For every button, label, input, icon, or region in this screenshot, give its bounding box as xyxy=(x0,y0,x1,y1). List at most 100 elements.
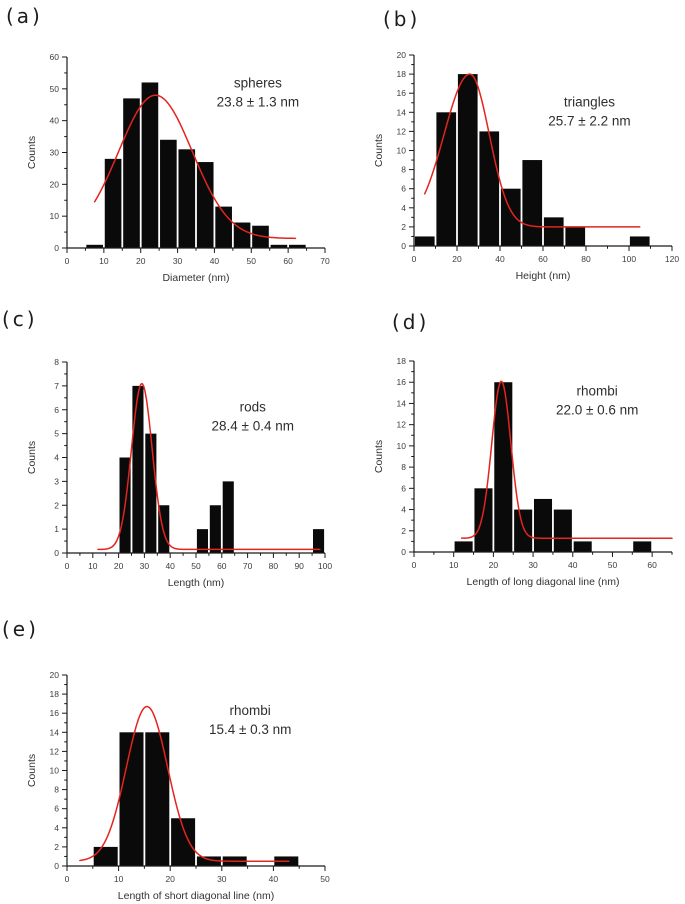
histogram-bar xyxy=(119,732,144,866)
x-tick-label: 30 xyxy=(217,874,227,884)
histogram-bar xyxy=(629,236,650,246)
y-axis-title: Counts xyxy=(26,136,38,169)
y-tick-label: 1 xyxy=(54,524,59,534)
x-tick-label: 20 xyxy=(165,874,175,884)
y-tick-label: 4 xyxy=(54,453,59,463)
y-tick-label: 6 xyxy=(54,405,59,415)
x-tick-label: 90 xyxy=(294,561,304,571)
y-tick-label: 10 xyxy=(397,146,407,156)
y-tick-label: 10 xyxy=(397,441,407,451)
histogram-triangles-height: 0 20 40 60 80 100 120 0 2 4 6 8 10 12 14 16 18 20 Height (… xyxy=(373,50,679,282)
y-tick-label: 0 xyxy=(54,548,59,558)
histogram-bar xyxy=(196,162,214,248)
histogram-bar xyxy=(522,160,543,246)
histogram-bar xyxy=(86,244,103,248)
panel-label-e: (e) xyxy=(2,617,39,641)
annotation-mean-size: 22.0 ± 0.6 nm xyxy=(556,402,638,417)
fit-curve xyxy=(79,705,290,862)
x-tick-label: 100 xyxy=(318,561,332,571)
histogram-bar xyxy=(160,139,177,248)
histogram-bar xyxy=(494,382,513,552)
y-tick-label: 2 xyxy=(54,842,59,852)
y-tick-label: 18 xyxy=(397,356,407,366)
y-tick-label: 2 xyxy=(401,222,406,232)
x-tick-label: 10 xyxy=(449,560,459,570)
annotation-shape-name: rhombi xyxy=(230,703,271,718)
y-tick-label: 10 xyxy=(50,766,60,776)
histogram-bar xyxy=(289,244,306,248)
y-tick-label: 18 xyxy=(397,69,407,79)
x-axis-title: Diameter (nm) xyxy=(162,272,229,284)
annotation-mean-size: 15.4 ± 0.3 nm xyxy=(209,722,291,737)
y-tick-label: 12 xyxy=(397,420,407,430)
y-tick-label: 50 xyxy=(50,84,60,94)
y-tick-label: 20 xyxy=(50,670,60,680)
histogram-bar xyxy=(196,529,208,554)
histogram-bar xyxy=(573,541,592,552)
histogram-bar xyxy=(104,158,122,248)
histogram-bar xyxy=(500,188,521,246)
y-tick-label: 16 xyxy=(397,377,407,387)
histogram-bar xyxy=(553,509,572,552)
histogram-bar xyxy=(633,541,652,552)
y-tick-label: 8 xyxy=(401,165,406,175)
histogram-bar xyxy=(270,244,288,248)
x-tick-label: 0 xyxy=(65,874,70,884)
x-tick-label: 0 xyxy=(412,560,417,570)
x-tick-label: 40 xyxy=(568,560,578,570)
x-tick-label: 40 xyxy=(495,254,505,264)
y-tick-label: 8 xyxy=(54,357,59,367)
x-tick-label: 20 xyxy=(114,561,124,571)
histogram-bar xyxy=(123,98,140,248)
histogram-bar xyxy=(533,498,553,552)
x-tick-label: 100 xyxy=(622,254,636,264)
y-tick-label: 18 xyxy=(50,689,60,699)
x-tick-label: 60 xyxy=(283,256,293,266)
histogram-bar xyxy=(479,131,500,246)
histogram-bar xyxy=(196,856,221,866)
histogram-bar xyxy=(141,82,159,248)
y-tick-label: 60 xyxy=(50,52,60,62)
annotation-shape-name: spheres xyxy=(234,76,282,91)
fit-curve xyxy=(93,94,297,240)
y-axis-title: Counts xyxy=(26,754,38,787)
x-tick-label: 50 xyxy=(247,256,257,266)
x-tick-label: 0 xyxy=(65,256,70,266)
histogram-bar xyxy=(93,846,118,866)
y-tick-label: 4 xyxy=(401,203,406,213)
x-tick-label: 10 xyxy=(88,561,98,571)
x-tick-label: 30 xyxy=(528,560,538,570)
annotation-shape-name: triangles xyxy=(564,95,615,110)
x-tick-label: 20 xyxy=(489,560,499,570)
x-tick-label: 20 xyxy=(452,254,462,264)
y-tick-label: 5 xyxy=(54,429,59,439)
y-tick-label: 14 xyxy=(397,398,407,408)
histogram-bar xyxy=(252,225,269,248)
y-tick-label: 8 xyxy=(401,462,406,472)
y-tick-label: 8 xyxy=(54,785,59,795)
y-tick-label: 3 xyxy=(54,476,59,486)
histogram-bar xyxy=(454,541,473,552)
x-tick-label: 50 xyxy=(608,560,618,570)
histogram-bar xyxy=(436,112,457,246)
histogram-bar xyxy=(474,488,493,552)
x-tick-label: 40 xyxy=(269,874,279,884)
y-tick-label: 4 xyxy=(401,505,406,515)
y-tick-label: 7 xyxy=(54,381,59,391)
x-tick-label: 60 xyxy=(217,561,227,571)
y-tick-label: 16 xyxy=(50,708,60,718)
y-tick-label: 6 xyxy=(54,804,59,814)
y-tick-label: 4 xyxy=(54,823,59,833)
x-tick-label: 50 xyxy=(191,561,201,571)
panel-label-b: (b) xyxy=(383,7,421,31)
annotation-mean-size: 28.4 ± 0.4 nm xyxy=(212,419,294,434)
x-axis-title: Length (nm) xyxy=(168,577,225,589)
x-tick-label: 0 xyxy=(65,561,70,571)
y-tick-label: 12 xyxy=(397,126,407,136)
y-tick-label: 40 xyxy=(50,116,60,126)
y-axis-title: Counts xyxy=(26,441,38,474)
panel-label-d: (d) xyxy=(392,310,430,334)
x-tick-label: 30 xyxy=(140,561,150,571)
histogram-bar xyxy=(222,481,234,554)
